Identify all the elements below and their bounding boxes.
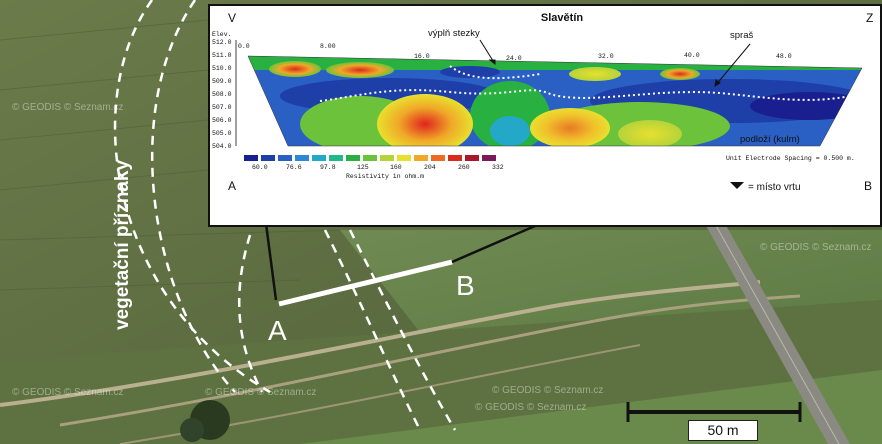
vegetation-mark-outer [113, 0, 271, 394]
colorbar-tick: 204 [424, 164, 436, 171]
resistivity-section [248, 56, 862, 146]
resistivity-profile-panel: Slavětín V Z A B Elev. 512.0 511.0 510.0… [208, 4, 882, 227]
colorbar-tick: 97.8 [320, 164, 336, 171]
vegetation-mark-trail-2 [348, 229, 457, 431]
interpretation-line-fill [449, 65, 541, 80]
elev-tick: 510.0 [212, 65, 232, 72]
colorbar-tick: 125 [357, 164, 369, 171]
colorbar-title: Resistivity in ohm.m [346, 173, 424, 180]
corner-label-v: V [228, 11, 236, 25]
end-label-a: A [228, 179, 236, 193]
watermark: © GEODIS © Seznam.cz [205, 387, 316, 398]
profile-title: Slavětín [541, 12, 583, 24]
watermark: © GEODIS © Seznam.cz [492, 385, 603, 396]
vegetation-mark-inner [237, 234, 264, 393]
watermark: © GEODIS © Seznam.cz [12, 102, 123, 113]
elev-tick: 509.0 [212, 78, 232, 85]
borehole-icon [730, 182, 744, 189]
annotation-loess: spraš [730, 30, 753, 41]
x-tick: 32.0 [598, 53, 614, 60]
borehole-legend: = místo vrtu [748, 182, 801, 193]
elev-tick: 507.0 [212, 104, 232, 111]
vegetation-mark-trail-1 [323, 229, 422, 431]
colorbar-tick: 260 [458, 164, 470, 171]
colorbar [244, 155, 496, 161]
profile-line [278, 259, 453, 307]
x-tick: 8.00 [320, 43, 336, 50]
elev-tick: 512.0 [212, 39, 232, 46]
x-tick: 16.0 [414, 53, 430, 60]
vegetation-mark-middle [150, 0, 236, 393]
elev-tick: 504.0 [212, 143, 232, 150]
scale-label: 50 m [688, 420, 758, 441]
watermark: © GEODIS © Seznam.cz [760, 242, 871, 253]
colorbar-tick: 160 [390, 164, 402, 171]
x-tick: 48.0 [776, 53, 792, 60]
colorbar-tick: 60.0 [252, 164, 268, 171]
elev-axis-label: Elev. [212, 31, 232, 38]
endpoint-a-label: A [268, 315, 287, 346]
corner-label-z: Z [866, 11, 873, 25]
vegetation-label: vegetační příznaky [112, 160, 133, 330]
elev-tick: 506.0 [212, 117, 232, 124]
endpoint-b-label: B [456, 270, 475, 301]
elev-tick: 511.0 [212, 52, 232, 59]
scale-bar [626, 402, 802, 422]
electrode-spacing: Unit Electrode Spacing = 0.500 m. [726, 155, 855, 162]
interpretation-line-loess [319, 89, 851, 102]
colorbar-tick: 332 [492, 164, 504, 171]
watermark: © GEODIS © Seznam.cz [12, 387, 123, 398]
x-tick: 0.0 [238, 43, 250, 50]
x-tick: 24.0 [506, 55, 522, 62]
annotation-bedrock: podloží (kulm) [740, 134, 800, 145]
elev-tick: 508.0 [212, 91, 232, 98]
end-label-b: B [864, 179, 872, 193]
elev-tick: 505.0 [212, 130, 232, 137]
annotation-fill: výplň stezky [428, 28, 480, 39]
colorbar-tick: 76.6 [286, 164, 302, 171]
watermark: © GEODIS © Seznam.cz [475, 402, 586, 413]
x-tick: 40.0 [684, 52, 700, 59]
